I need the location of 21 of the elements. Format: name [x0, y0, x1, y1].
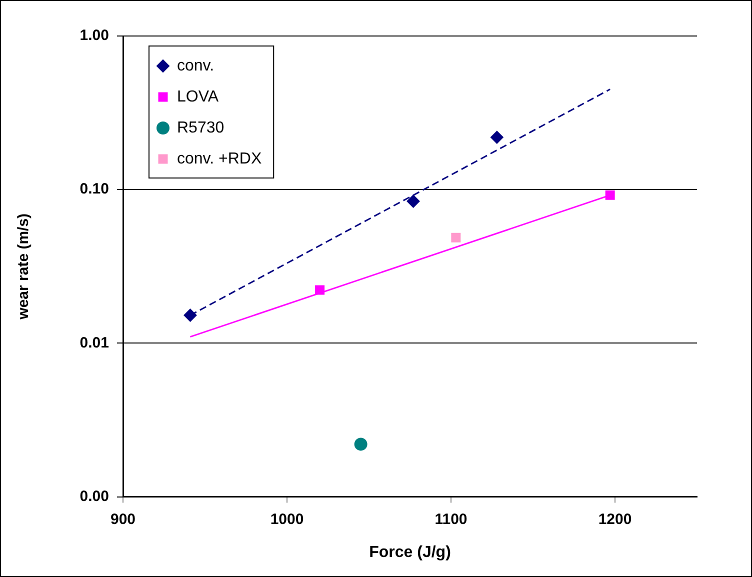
point: [315, 285, 325, 295]
x-tick-label: 1000: [270, 510, 304, 528]
point: [184, 308, 197, 322]
y-tick-label: 1.00: [80, 27, 109, 44]
legend-label: conv.: [177, 57, 214, 74]
y-axis-title: wear rate (m/s): [15, 213, 32, 320]
x-tick-label: 1200: [598, 510, 632, 528]
x-tick-label: 900: [110, 510, 136, 528]
legend-label: LOVA: [177, 88, 219, 106]
legend-label: R5730: [177, 119, 224, 136]
point: [406, 194, 420, 208]
y-tick-label: 0.00: [80, 488, 109, 505]
legend-label: conv. +RDX: [177, 150, 262, 168]
y-tick-label: 0.10: [80, 180, 109, 198]
point: [490, 130, 504, 144]
point: [605, 190, 615, 200]
x-axis-title: Force (J/g): [369, 544, 451, 561]
x-tick-label: 1100: [434, 510, 468, 528]
point: [354, 438, 368, 451]
y-tick-label: 0.01: [80, 334, 109, 352]
point: [451, 232, 461, 242]
